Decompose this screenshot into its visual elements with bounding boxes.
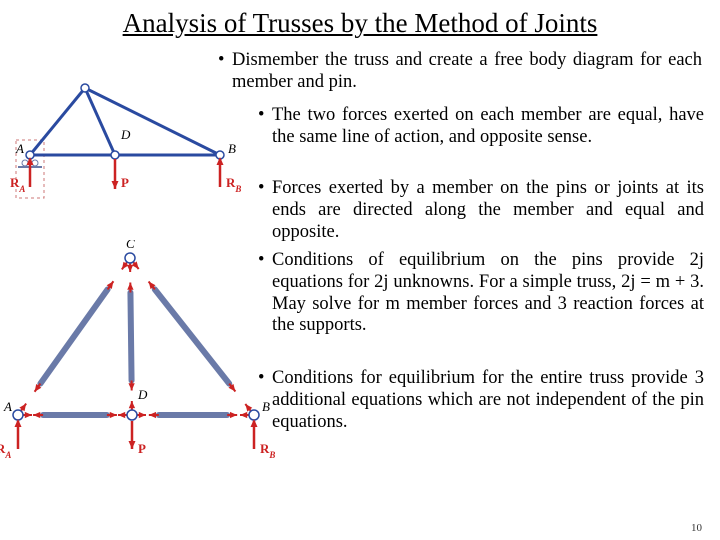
bullet-dot-icon: • — [258, 368, 264, 390]
svg-text:D: D — [137, 387, 148, 402]
bullet-1-text: Dismember the truss and create a free bo… — [232, 50, 702, 92]
slide: Analysis of Trusses by the Method of Joi… — [0, 0, 720, 540]
svg-text:A: A — [15, 141, 24, 156]
bullet-2: • The two forces exerted on each member … — [272, 105, 704, 149]
bullet-3: • Forces exerted by a member on the pins… — [272, 178, 704, 243]
truss-figure-top: A B C D RA RB P — [10, 80, 250, 230]
svg-text:RB: RB — [226, 175, 241, 194]
svg-text:C: C — [126, 240, 135, 251]
svg-text:B: B — [262, 399, 270, 414]
svg-text:A: A — [3, 399, 12, 414]
svg-text:RB: RB — [260, 441, 275, 460]
bullet-4-text: Conditions of equilibrium on the pins pr… — [272, 250, 704, 335]
bullet-2-text: The two forces exerted on each member ar… — [272, 105, 704, 147]
bullet-3-text: Forces exerted by a member on the pins o… — [272, 178, 704, 242]
svg-text:C: C — [71, 80, 80, 83]
svg-text:P: P — [121, 175, 129, 190]
page-number: 10 — [691, 522, 702, 534]
svg-text:RA: RA — [0, 441, 11, 460]
svg-text:RA: RA — [10, 175, 25, 194]
bullet-dot-icon: • — [218, 50, 224, 72]
bullet-5: • Conditions for equilibrium for the ent… — [272, 368, 704, 433]
svg-text:B: B — [228, 141, 236, 156]
bullet-4: • Conditions of equilibrium on the pins … — [272, 250, 704, 337]
truss-figure-bottom: A B C D RA RB P — [0, 240, 280, 490]
svg-text:D: D — [120, 127, 131, 142]
svg-text:P: P — [138, 441, 146, 456]
bullet-1: • Dismember the truss and create a free … — [232, 50, 702, 94]
bullet-5-text: Conditions for equilibrium for the entir… — [272, 368, 704, 432]
bullet-dot-icon: • — [258, 105, 264, 127]
bullet-dot-icon: • — [258, 178, 264, 200]
slide-title: Analysis of Trusses by the Method of Joi… — [0, 8, 720, 39]
